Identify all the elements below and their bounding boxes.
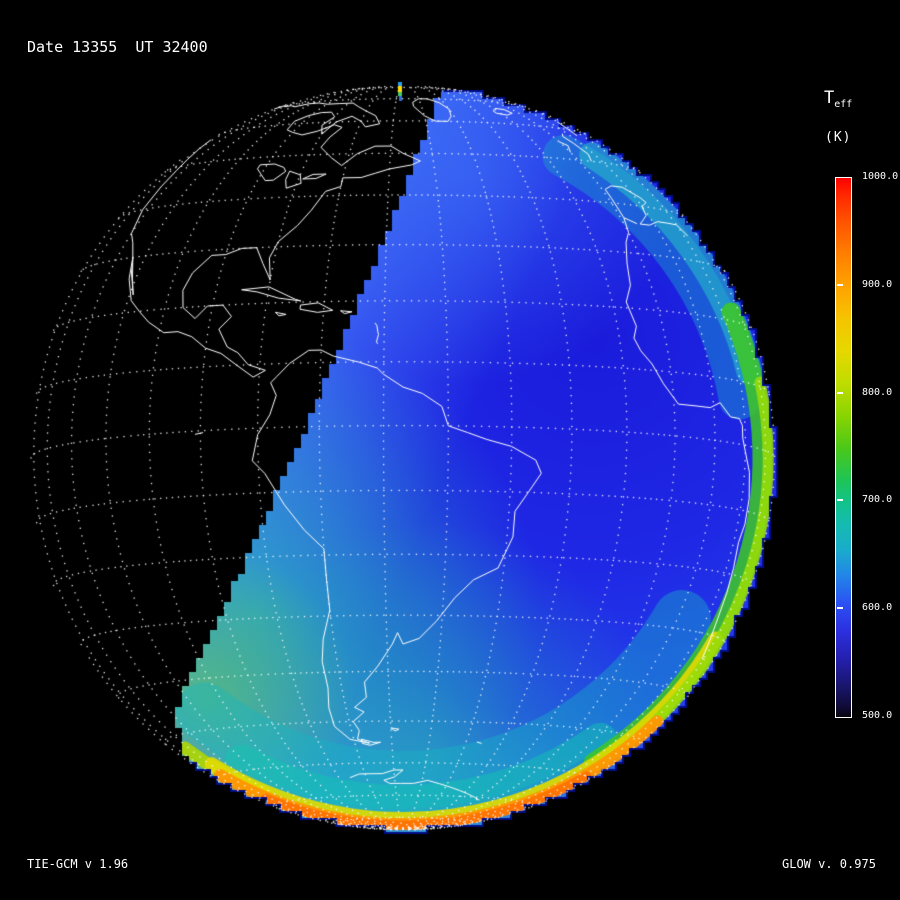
colorbar-tick-label: 1000.0 [862,171,899,182]
colorbar [835,177,852,718]
model-version-left: TIE-GCM v 1.96 [27,857,129,871]
colorbar-tick [837,607,843,610]
colorbar-gradient [836,178,851,717]
colorbar-title: Teff [824,88,853,110]
model-version-right: GLOW v. 0.975 [782,857,876,871]
colorbar-tick [837,499,843,502]
colorbar-tick-label: 500.0 [862,710,893,721]
colorbar-tick-label: 800.0 [862,386,893,398]
colorbar-tick [837,391,843,394]
colorbar-title-main: T [824,88,835,108]
colorbar-title-sub: eff [834,99,853,110]
colorbar-tick-label: 600.0 [862,602,893,614]
date-ut-label: Date 13355 UT 32400 [27,38,208,56]
colorbar-tick-label: 700.0 [862,494,893,506]
colorbar-tick [837,283,843,286]
colorbar-tick-label: 900.0 [862,278,893,290]
colorbar-units-label: (K) [825,130,852,145]
